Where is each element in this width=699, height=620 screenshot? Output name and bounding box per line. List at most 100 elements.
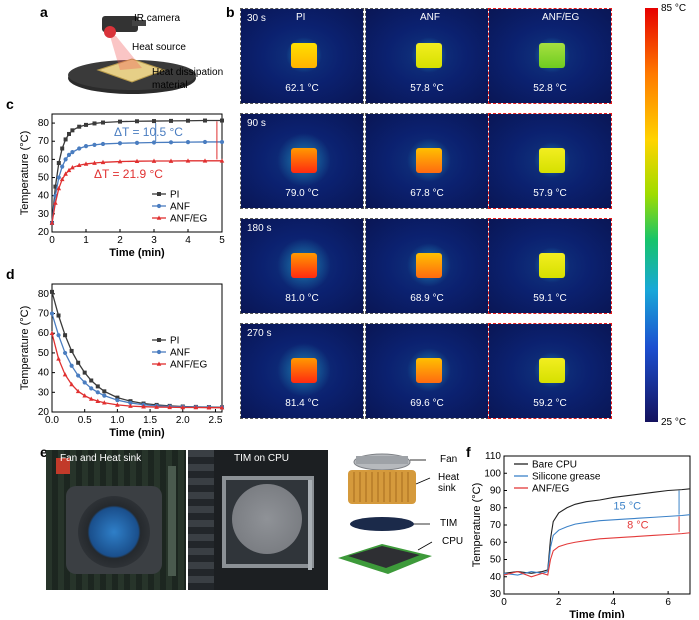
data-point (203, 118, 207, 123)
colorbar-max-label: 85 °C (661, 3, 687, 14)
series-line-anf-eg (503, 532, 691, 578)
y-tick-label: 50 (38, 348, 50, 359)
heat-sink-illustration (348, 470, 416, 504)
thermal-temp-label: 59.2 °C (533, 398, 567, 409)
column-header-anf: ANF (420, 12, 440, 23)
data-point (60, 146, 65, 151)
y-tick-label: 30 (38, 387, 50, 398)
y-axis-title: Temperature (°C) (19, 306, 31, 390)
exploded-view (338, 453, 433, 574)
data-point (89, 378, 94, 383)
y-tick-label: 20 (38, 407, 50, 418)
data-point (102, 393, 107, 398)
y-tick-label: 80 (38, 289, 50, 300)
legend-label: ANF/EG (532, 484, 569, 495)
y-tick-label: 50 (38, 173, 50, 184)
y-tick-label: 80 (38, 118, 50, 129)
colorbar-min-label: 25 °C (661, 417, 687, 428)
data-point (50, 289, 54, 294)
photo1-caption: Fan and Heat sink (60, 453, 142, 464)
data-point (88, 396, 94, 401)
series-line-bare-cpu (503, 488, 691, 574)
thermal-temp-label: 57.8 °C (410, 83, 444, 94)
photo-tim-on-cpu: TIM on CPU (188, 450, 328, 590)
y-tick-label: 60 (38, 328, 50, 339)
thermal-temp-label: 67.8 °C (410, 188, 444, 199)
data-point (219, 139, 225, 145)
thermal-temp-label: 52.8 °C (533, 83, 567, 94)
legend-label: PI (170, 190, 179, 201)
data-point (128, 403, 133, 408)
data-point (92, 142, 97, 147)
data-point (77, 146, 82, 151)
hot-spot (539, 43, 565, 68)
legend-label: Silicone grease (532, 472, 601, 483)
data-point (89, 386, 94, 391)
ir-camera-grip (132, 20, 146, 26)
data-point (206, 405, 212, 410)
y-axis-title: Temperature (°C) (471, 483, 483, 567)
data-point (134, 158, 140, 163)
data-point (117, 141, 123, 146)
data-point (202, 158, 208, 163)
setup-illustration (68, 16, 196, 94)
data-point (193, 404, 199, 410)
hot-spot (291, 253, 317, 278)
column-header-pi: PI (296, 12, 306, 23)
data-point (186, 118, 190, 123)
data-point (84, 122, 88, 127)
panel-label-b: b (226, 4, 235, 20)
ir-camera-lens (104, 26, 116, 38)
part-label-cpu: CPU (442, 536, 464, 547)
data-point (82, 393, 87, 398)
y-tick-label: 30 (490, 589, 502, 600)
thermal-image-90s-anf: 67.8 °C (365, 113, 489, 209)
data-point (66, 152, 72, 157)
x-tick-label: 5 (219, 235, 225, 246)
legend-label: Bare CPU (532, 460, 577, 471)
thermal-image-90s-anf-eg: 57.9 °C (488, 113, 612, 209)
data-point (169, 118, 173, 123)
annotation-delta-anf: ΔT = 10.5 °C (114, 125, 183, 139)
hot-spot (291, 43, 317, 68)
thermal-image-270s-anf-eg: 59.2 °C (488, 323, 612, 419)
data-point (75, 388, 81, 394)
hot-spot (416, 148, 442, 173)
series-line-silicone-grease (503, 514, 691, 576)
x-tick-label: 2.5 (209, 415, 223, 426)
data-point (167, 404, 172, 410)
legend-label: ANF (170, 348, 190, 359)
data-point (100, 141, 106, 147)
data-point (95, 390, 100, 395)
x-tick-label: 0 (501, 597, 507, 608)
plot-frame (51, 283, 223, 413)
y-tick-label: 40 (38, 191, 50, 202)
data-point (69, 363, 74, 368)
data-point (53, 184, 58, 189)
data-point (66, 167, 72, 173)
data-point (49, 311, 55, 316)
data-point (128, 400, 133, 406)
data-point (168, 158, 174, 163)
plot-frame (51, 113, 223, 233)
thermal-image-270s-anf: 69.6 °C (365, 323, 489, 419)
data-point (100, 159, 106, 165)
thermal-temp-label: 81.0 °C (285, 293, 319, 304)
photo2-caption: TIM on CPU (234, 453, 290, 464)
heat-source-block (96, 58, 166, 83)
thermal-time-label: 270 s (247, 328, 272, 339)
panel-label-a: a (40, 4, 48, 20)
y-tick-label: 70 (490, 520, 502, 531)
data-point (102, 400, 107, 405)
data-point (56, 185, 62, 191)
data-point (151, 140, 157, 145)
hot-spot (416, 43, 442, 68)
data-point (56, 313, 61, 318)
callout-heat-source: Heat source (132, 42, 186, 53)
x-tick-label: 2 (556, 597, 562, 608)
data-point (220, 118, 224, 123)
annotation-8c: 8 °C (627, 519, 649, 531)
series-line-pi (51, 119, 222, 223)
x-tick-label: 4 (611, 597, 617, 608)
